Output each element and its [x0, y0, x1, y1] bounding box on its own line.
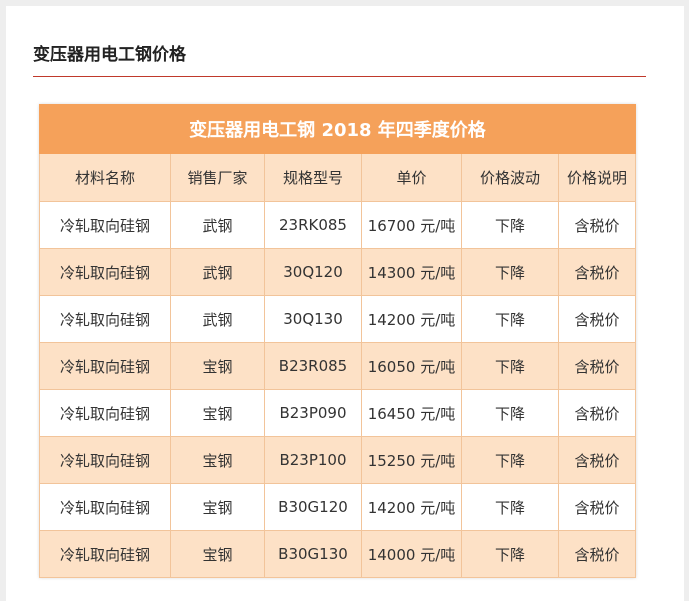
table-title: 变压器用电工钢 2018 年四季度价格 — [39, 104, 636, 154]
cell-price-note: 含税价 — [558, 342, 636, 390]
cell-price-change: 下降 — [461, 295, 559, 343]
table-row: 冷轧取向硅钢 宝钢 B23R085 16050 元/吨 下降 含税价 — [39, 342, 636, 390]
cell-manufacturer: 宝钢 — [170, 389, 265, 437]
cell-unit-price: 16700 元/吨 — [361, 201, 462, 249]
cell-unit-price: 14300 元/吨 — [361, 248, 462, 296]
cell-price-note: 含税价 — [558, 201, 636, 249]
table-body: 冷轧取向硅钢 武钢 23RK085 16700 元/吨 下降 含税价 冷轧取向硅钢 武钢 30Q… — [39, 201, 636, 578]
table-row: 冷轧取向硅钢 宝钢 B30G120 14200 元/吨 下降 含税价 — [39, 483, 636, 531]
cell-material: 冷轧取向硅钢 — [39, 530, 171, 578]
cell-spec: 23RK085 — [264, 201, 362, 249]
price-table-wrapper: 变压器用电工钢 2018 年四季度价格 材料名称 销售厂家 规格型号 单价 价格… — [39, 104, 636, 578]
cell-manufacturer: 宝钢 — [170, 436, 265, 484]
cell-price-note: 含税价 — [558, 530, 636, 578]
cell-spec: B23P090 — [264, 389, 362, 437]
cell-price-note: 含税价 — [558, 295, 636, 343]
cell-price-note: 含税价 — [558, 389, 636, 437]
cell-price-change: 下降 — [461, 436, 559, 484]
cell-material: 冷轧取向硅钢 — [39, 295, 171, 343]
cell-unit-price: 14000 元/吨 — [361, 530, 462, 578]
cell-manufacturer: 武钢 — [170, 295, 265, 343]
cell-material: 冷轧取向硅钢 — [39, 436, 171, 484]
cell-price-note: 含税价 — [558, 436, 636, 484]
table-row: 冷轧取向硅钢 宝钢 B23P100 15250 元/吨 下降 含税价 — [39, 436, 636, 484]
column-header-price-note: 价格说明 — [558, 153, 636, 202]
article-heading: 变压器用电工钢价格 — [33, 45, 186, 65]
cell-price-change: 下降 — [461, 483, 559, 531]
table-row: 冷轧取向硅钢 武钢 30Q120 14300 元/吨 下降 含税价 — [39, 248, 636, 296]
cell-price-change: 下降 — [461, 342, 559, 390]
cell-spec: 30Q130 — [264, 295, 362, 343]
cell-price-note: 含税价 — [558, 248, 636, 296]
column-header-unit-price: 单价 — [361, 153, 462, 202]
cell-material: 冷轧取向硅钢 — [39, 201, 171, 249]
table-row: 冷轧取向硅钢 武钢 30Q130 14200 元/吨 下降 含税价 — [39, 295, 636, 343]
cell-price-note: 含税价 — [558, 483, 636, 531]
article-card: 变压器用电工钢价格 变压器用电工钢 2018 年四季度价格 材料名称 销售厂家 … — [6, 6, 684, 601]
table-title-row: 变压器用电工钢 2018 年四季度价格 — [39, 104, 636, 154]
table-header-row: 材料名称 销售厂家 规格型号 单价 价格波动 价格说明 — [39, 153, 636, 202]
cell-manufacturer: 宝钢 — [170, 530, 265, 578]
column-header-material: 材料名称 — [39, 153, 171, 202]
cell-unit-price: 14200 元/吨 — [361, 483, 462, 531]
table-row: 冷轧取向硅钢 武钢 23RK085 16700 元/吨 下降 含税价 — [39, 201, 636, 249]
cell-material: 冷轧取向硅钢 — [39, 342, 171, 390]
cell-price-change: 下降 — [461, 389, 559, 437]
cell-manufacturer: 宝钢 — [170, 483, 265, 531]
cell-unit-price: 16450 元/吨 — [361, 389, 462, 437]
cell-price-change: 下降 — [461, 248, 559, 296]
cell-price-change: 下降 — [461, 530, 559, 578]
cell-price-change: 下降 — [461, 201, 559, 249]
column-header-price-change: 价格波动 — [461, 153, 559, 202]
cell-spec: 30Q120 — [264, 248, 362, 296]
cell-manufacturer: 武钢 — [170, 201, 265, 249]
cell-unit-price: 15250 元/吨 — [361, 436, 462, 484]
cell-manufacturer: 宝钢 — [170, 342, 265, 390]
table-row: 冷轧取向硅钢 宝钢 B23P090 16450 元/吨 下降 含税价 — [39, 389, 636, 437]
cell-spec: B23R085 — [264, 342, 362, 390]
cell-manufacturer: 武钢 — [170, 248, 265, 296]
cell-unit-price: 14200 元/吨 — [361, 295, 462, 343]
table-row: 冷轧取向硅钢 宝钢 B30G130 14000 元/吨 下降 含税价 — [39, 530, 636, 578]
column-header-manufacturer: 销售厂家 — [170, 153, 265, 202]
cell-material: 冷轧取向硅钢 — [39, 248, 171, 296]
heading-divider — [33, 76, 646, 77]
cell-material: 冷轧取向硅钢 — [39, 389, 171, 437]
cell-spec: B30G120 — [264, 483, 362, 531]
cell-spec: B23P100 — [264, 436, 362, 484]
price-table: 变压器用电工钢 2018 年四季度价格 材料名称 销售厂家 规格型号 单价 价格… — [39, 104, 636, 578]
column-header-spec: 规格型号 — [264, 153, 362, 202]
cell-spec: B30G130 — [264, 530, 362, 578]
cell-material: 冷轧取向硅钢 — [39, 483, 171, 531]
cell-unit-price: 16050 元/吨 — [361, 342, 462, 390]
